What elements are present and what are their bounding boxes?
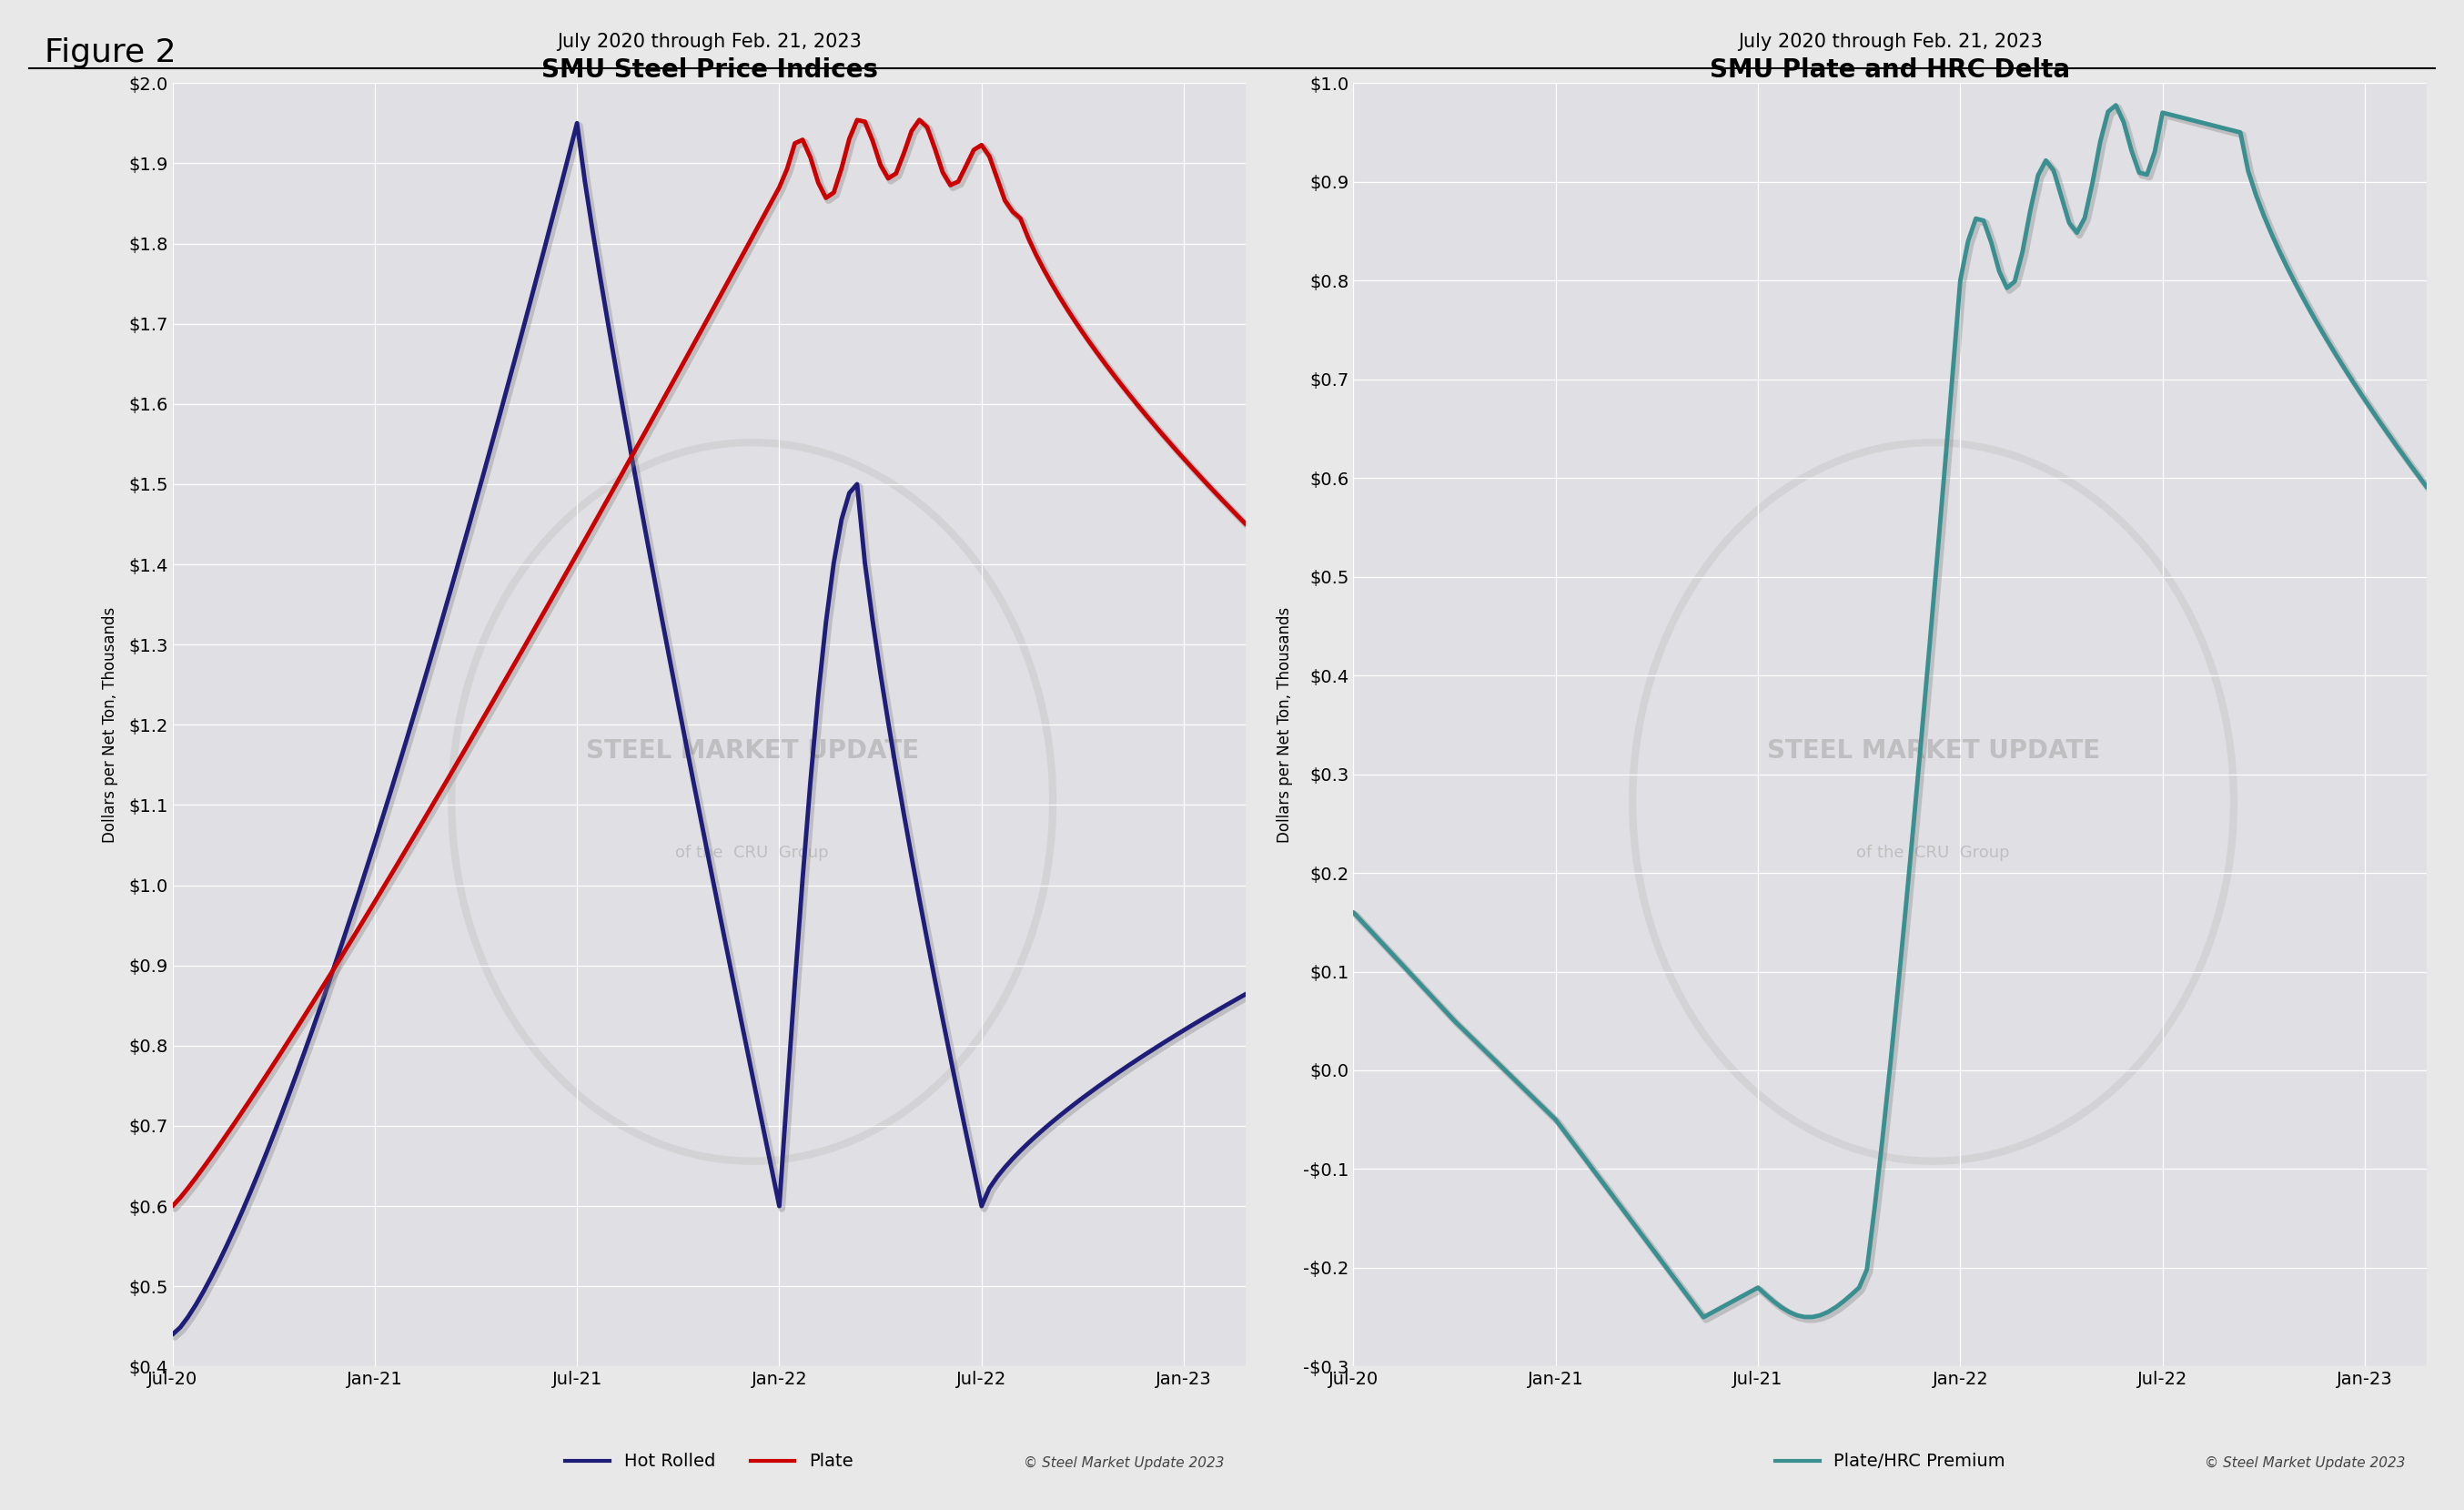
Hot Rolled — [562, 115, 591, 133]
Title: SMU Steel Price Indices: SMU Steel Price Indices — [542, 57, 877, 83]
Hot Rolled — [850, 554, 880, 572]
Plate/HRC Premium — [1907, 729, 1937, 747]
Text: © Steel Market Update 2023: © Steel Market Update 2023 — [1025, 1456, 1225, 1471]
Plate — [904, 110, 934, 128]
Text: STEEL MARKET UPDATE: STEEL MARKET UPDATE — [1767, 738, 2099, 763]
Legend: Hot Rolled, Plate: Hot Rolled, Plate — [559, 1447, 860, 1477]
Text: © Steel Market Update 2023: © Steel Market Update 2023 — [2205, 1456, 2405, 1471]
Plate — [172, 1179, 202, 1197]
Plate/HRC Premium — [2405, 468, 2434, 486]
Plate/HRC Premium — [1954, 233, 1984, 251]
Plate/HRC Premium — [2412, 479, 2442, 497]
Hot Rolled — [724, 1007, 754, 1025]
Text: Figure 2: Figure 2 — [44, 38, 175, 68]
Y-axis label: Dollars per Net Ton, Thousands: Dollars per Net Ton, Thousands — [1276, 607, 1294, 843]
Text: STEEL MARKET UPDATE: STEEL MARKET UPDATE — [586, 738, 919, 763]
Plate — [1215, 500, 1244, 518]
Text: July 2020 through Feb. 21, 2023: July 2020 through Feb. 21, 2023 — [557, 33, 862, 51]
Line: Hot Rolled: Hot Rolled — [172, 124, 1247, 1335]
Plate — [1232, 515, 1262, 533]
Y-axis label: Dollars per Net Ton, Thousands: Dollars per Net Ton, Thousands — [101, 607, 118, 843]
Hot Rolled — [158, 1326, 187, 1344]
Plate — [843, 110, 872, 128]
Plate/HRC Premium — [1345, 912, 1375, 930]
Legend: Plate/HRC Premium: Plate/HRC Premium — [1769, 1447, 2013, 1477]
Plate/HRC Premium — [1338, 903, 1368, 921]
Hot Rolled — [172, 1308, 202, 1326]
Plate — [158, 1197, 187, 1216]
Hot Rolled — [1215, 994, 1244, 1012]
Hot Rolled — [165, 1318, 195, 1336]
Line: Plate/HRC Premium: Plate/HRC Premium — [1353, 106, 2427, 1317]
Text: July 2020 through Feb. 21, 2023: July 2020 through Feb. 21, 2023 — [1737, 33, 2043, 51]
Text: of the  CRU  Group: of the CRU Group — [675, 846, 828, 861]
Title: SMU Plate and HRC Delta: SMU Plate and HRC Delta — [1710, 57, 2070, 83]
Plate — [165, 1188, 195, 1206]
Plate — [764, 178, 793, 196]
Plate/HRC Premium — [2030, 151, 2060, 169]
Line: Plate: Plate — [172, 119, 1247, 1206]
Plate/HRC Premium — [1688, 1308, 1717, 1326]
Plate/HRC Premium — [1355, 920, 1385, 938]
Hot Rolled — [771, 1084, 801, 1102]
Text: of the  CRU  Group: of the CRU Group — [1855, 846, 2011, 861]
Hot Rolled — [1232, 985, 1262, 1003]
Plate/HRC Premium — [2102, 97, 2131, 115]
Plate — [717, 264, 747, 282]
